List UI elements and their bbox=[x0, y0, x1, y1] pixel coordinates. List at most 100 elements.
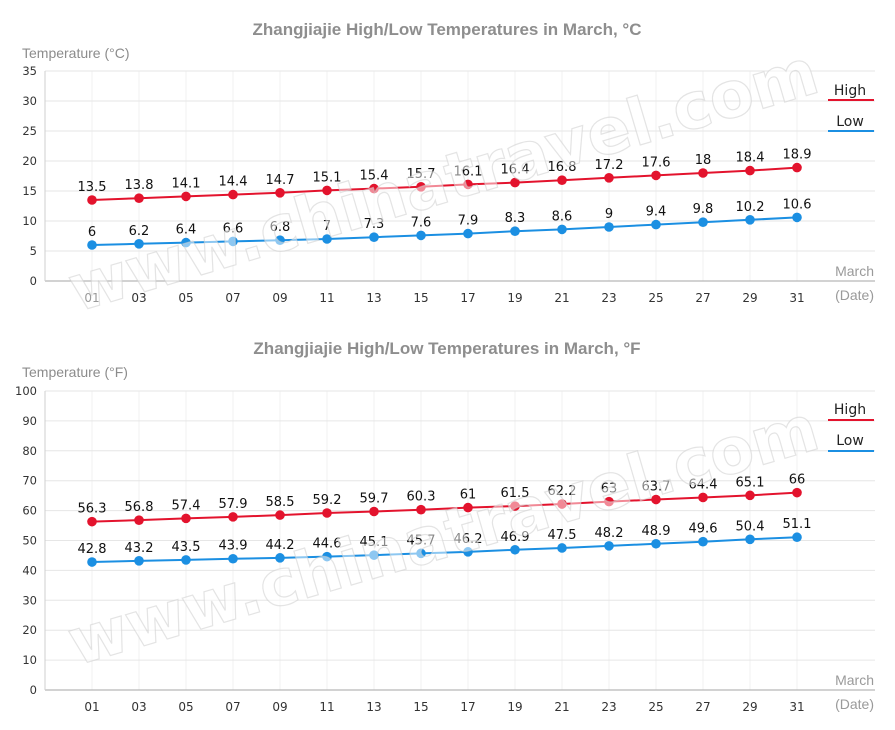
high-point bbox=[698, 168, 708, 178]
y-tick-label: 100 bbox=[15, 384, 37, 398]
y-tick-label: 15 bbox=[22, 184, 37, 198]
low-point bbox=[87, 557, 97, 567]
high-data-label: 14.7 bbox=[266, 173, 295, 188]
low-data-label: 46.2 bbox=[454, 532, 483, 547]
high-point bbox=[369, 506, 379, 517]
y-tick-label: 10 bbox=[22, 653, 37, 667]
x-tick-label: 25 bbox=[648, 700, 663, 714]
x-tick-label: 29 bbox=[742, 291, 757, 305]
high-series-line bbox=[91, 491, 798, 523]
high-point bbox=[604, 173, 614, 183]
low-point bbox=[745, 215, 755, 225]
y-tick-label: 80 bbox=[22, 444, 37, 458]
fahrenheit-chart: Zhangjiajie High/Low Temperatures in Mar… bbox=[15, 339, 875, 714]
high-point bbox=[604, 496, 614, 507]
high-data-label: 56.8 bbox=[125, 500, 154, 515]
low-point bbox=[322, 234, 332, 244]
low-point bbox=[604, 541, 614, 551]
chart-title: Zhangjiajie High/Low Temperatures in Mar… bbox=[252, 20, 641, 39]
high-data-label: 61 bbox=[460, 488, 477, 503]
x-tick-label: 07 bbox=[225, 700, 240, 714]
y-tick-label: 0 bbox=[30, 274, 37, 288]
y-tick-label: 70 bbox=[22, 474, 37, 488]
y-tick-label: 30 bbox=[22, 593, 37, 607]
x-tick-label: 31 bbox=[789, 700, 804, 714]
low-data-label: 43.2 bbox=[125, 541, 154, 556]
high-point bbox=[792, 487, 802, 498]
high-point bbox=[275, 188, 285, 198]
low-point bbox=[228, 236, 238, 247]
high-data-label: 57.4 bbox=[172, 498, 201, 513]
x-tick-label: 03 bbox=[131, 700, 146, 714]
x-tick-label: 23 bbox=[601, 700, 616, 714]
y-tick-label: 40 bbox=[22, 563, 37, 577]
high-data-label: 16.1 bbox=[454, 164, 483, 179]
high-point bbox=[322, 185, 332, 196]
high-data-label: 66 bbox=[789, 473, 806, 488]
x-tick-label: 05 bbox=[178, 700, 193, 714]
high-point bbox=[87, 195, 97, 205]
high-point bbox=[275, 510, 285, 520]
legend-label-low: Low bbox=[836, 114, 864, 130]
low-point bbox=[698, 536, 708, 547]
legend: High Low bbox=[828, 83, 874, 132]
x-tick-label: 25 bbox=[648, 291, 663, 305]
low-point bbox=[134, 556, 144, 566]
low-point bbox=[416, 230, 426, 241]
high-data-label: 57.9 bbox=[219, 497, 248, 512]
low-data-label: 43.9 bbox=[219, 539, 248, 554]
high-point bbox=[416, 182, 426, 192]
low-data-label: 8.3 bbox=[505, 211, 526, 226]
legend: High Low bbox=[828, 402, 874, 452]
x-tick-label: 09 bbox=[272, 291, 287, 305]
celsius-chart: Zhangjiajie High/Low Temperatures in Mar… bbox=[22, 20, 875, 305]
low-data-label: 9.4 bbox=[646, 205, 667, 220]
y-tick-label: 25 bbox=[22, 124, 37, 138]
y-tick-label: 90 bbox=[22, 414, 37, 428]
low-data-label: 7 bbox=[323, 219, 331, 234]
low-data-label: 6.8 bbox=[270, 220, 291, 235]
high-point bbox=[510, 501, 520, 511]
x-tick-label: 05 bbox=[178, 291, 193, 305]
high-point bbox=[228, 512, 238, 522]
low-point bbox=[651, 538, 661, 549]
x-tick-label: 15 bbox=[413, 291, 428, 305]
high-point bbox=[745, 165, 755, 176]
low-data-label: 47.5 bbox=[548, 528, 577, 543]
low-data-label: 8.6 bbox=[552, 209, 573, 224]
low-point bbox=[463, 547, 473, 557]
low-point bbox=[792, 212, 802, 223]
high-point bbox=[369, 183, 379, 194]
low-point bbox=[87, 240, 97, 250]
x-axis-unit: (Date) bbox=[835, 287, 874, 303]
high-data-label: 15.7 bbox=[407, 167, 436, 182]
low-point bbox=[181, 555, 191, 565]
x-axis-unit: (Date) bbox=[835, 696, 874, 712]
x-tick-label: 11 bbox=[319, 700, 334, 714]
high-point bbox=[87, 516, 97, 527]
high-data-label: 15.1 bbox=[313, 170, 342, 185]
high-data-label: 61.5 bbox=[501, 486, 530, 501]
x-tick-label: 19 bbox=[507, 291, 522, 305]
high-data-label: 16.4 bbox=[501, 163, 530, 178]
low-data-label: 51.1 bbox=[783, 517, 812, 532]
high-point bbox=[651, 170, 661, 181]
high-data-label: 17.6 bbox=[642, 155, 671, 170]
y-tick-label: 30 bbox=[22, 94, 37, 108]
x-tick-label: 07 bbox=[225, 291, 240, 305]
low-data-label: 7.9 bbox=[458, 214, 479, 229]
high-data-label: 62.2 bbox=[548, 484, 577, 499]
y-tick-label: 20 bbox=[22, 623, 37, 637]
x-tick-label: 13 bbox=[366, 700, 381, 714]
high-data-label: 15.4 bbox=[360, 169, 389, 184]
low-point bbox=[369, 232, 379, 242]
low-data-label: 50.4 bbox=[736, 519, 765, 534]
low-data-label: 9 bbox=[605, 207, 613, 222]
low-data-label: 7.6 bbox=[411, 215, 432, 230]
x-tick-label: 19 bbox=[507, 700, 522, 714]
low-point bbox=[698, 217, 708, 227]
high-data-label: 13.8 bbox=[125, 178, 154, 193]
low-data-label: 45.1 bbox=[360, 535, 389, 550]
